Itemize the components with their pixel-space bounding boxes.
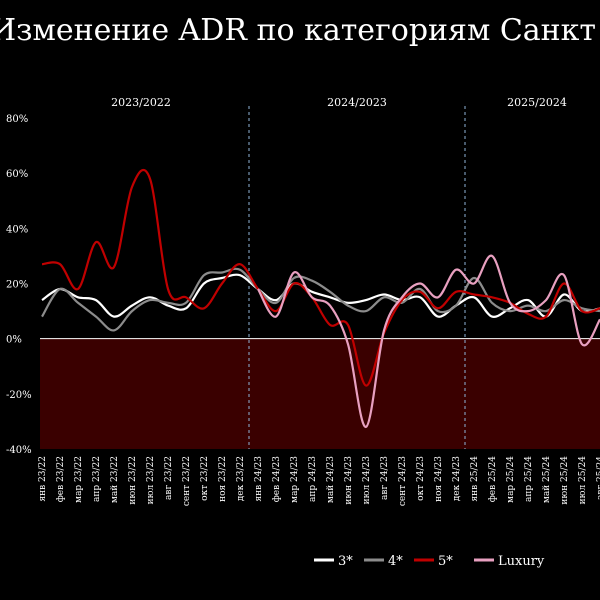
x-tick-label: мар 25/24 bbox=[506, 456, 516, 503]
x-tick-label: янв 23/22 bbox=[38, 456, 48, 502]
series-line-5 bbox=[41, 168, 600, 387]
x-tick-label: май 25/24 bbox=[542, 456, 552, 503]
x-tick-label: май 23/22 bbox=[110, 456, 120, 503]
x-tick-label: апр 25/24 bbox=[524, 456, 534, 502]
y-tick-label: 40% bbox=[6, 224, 28, 235]
y-tick-label: 0% bbox=[6, 335, 22, 346]
x-tick-label: ноя 24/23 bbox=[434, 456, 444, 502]
x-axis: янв 23/22 фев 23/22 мар 23/22 апр 23/22 май … bbox=[38, 456, 600, 506]
x-tick-label: мар 24/23 bbox=[290, 456, 300, 503]
x-tick-label: май 24/23 bbox=[326, 456, 336, 503]
y-tick-label: 80% bbox=[6, 114, 28, 125]
x-tick-label: июл 23/22 bbox=[146, 456, 156, 504]
period-label: 2025/2024 bbox=[507, 96, 567, 109]
y-tick-label: -20% bbox=[6, 390, 32, 401]
series-line-3 bbox=[41, 273, 600, 318]
x-tick-label: сент 24/23 bbox=[398, 456, 408, 506]
x-tick-label: фев 23/22 bbox=[56, 456, 66, 502]
legend: 3* 4* 5* Luxury bbox=[314, 554, 545, 569]
x-tick-label: янв 24/23 bbox=[254, 456, 264, 502]
x-tick-label: июл 24/23 bbox=[362, 456, 372, 505]
x-tick-label: окт 23/22 bbox=[200, 456, 210, 501]
period-label: 2024/2023 bbox=[327, 96, 387, 109]
x-tick-label: авг 24/23 bbox=[380, 456, 390, 500]
series-line-luxury bbox=[257, 254, 600, 429]
legend-label: 5* bbox=[438, 554, 453, 569]
x-tick-label: апр 23/22 bbox=[92, 456, 102, 502]
y-tick-label: 60% bbox=[6, 169, 28, 180]
x-tick-label: авг 23/22 bbox=[164, 456, 174, 500]
period-label: 2023/2022 bbox=[111, 96, 171, 109]
x-tick-label: янв 25/24 bbox=[470, 456, 480, 502]
legend-label: 3* bbox=[338, 554, 353, 569]
legend-label: Luxury bbox=[498, 554, 545, 569]
series-lines bbox=[41, 168, 600, 429]
negative-region bbox=[40, 338, 600, 449]
period-dividers: 2023/2022 2024/2023 2025/2024 bbox=[111, 96, 567, 449]
y-tick-label: -40% bbox=[6, 445, 32, 456]
x-tick-label: окт 24/23 bbox=[416, 456, 426, 501]
x-tick-label: фев 24/23 bbox=[272, 456, 282, 503]
x-tick-label: дек 23/22 bbox=[236, 456, 246, 501]
x-tick-label: сент 23/22 bbox=[182, 456, 192, 506]
x-tick-label: авг 25/24 bbox=[596, 456, 600, 500]
x-tick-label: фев 25/24 bbox=[488, 456, 498, 503]
x-tick-label: июн 24/23 bbox=[344, 456, 354, 505]
legend-label: 4* bbox=[388, 554, 403, 569]
x-tick-label: дек 24/23 bbox=[452, 456, 462, 502]
series-line-4 bbox=[41, 267, 600, 332]
y-axis: -40% -20% 0% 20% 40% 60% 80% bbox=[6, 114, 32, 456]
x-tick-label: июн 23/22 bbox=[128, 456, 138, 505]
x-tick-label: июл 25/24 bbox=[578, 456, 588, 505]
chart-title: Изменение ADR по категориям Санкт bbox=[0, 13, 596, 48]
y-tick-label: 20% bbox=[6, 280, 28, 291]
x-tick-label: ноя 23/22 bbox=[218, 456, 228, 502]
x-tick-label: июн 25/24 bbox=[560, 456, 570, 505]
x-tick-label: мар 23/22 bbox=[74, 456, 84, 503]
x-tick-label: апр 24/23 bbox=[308, 456, 318, 502]
